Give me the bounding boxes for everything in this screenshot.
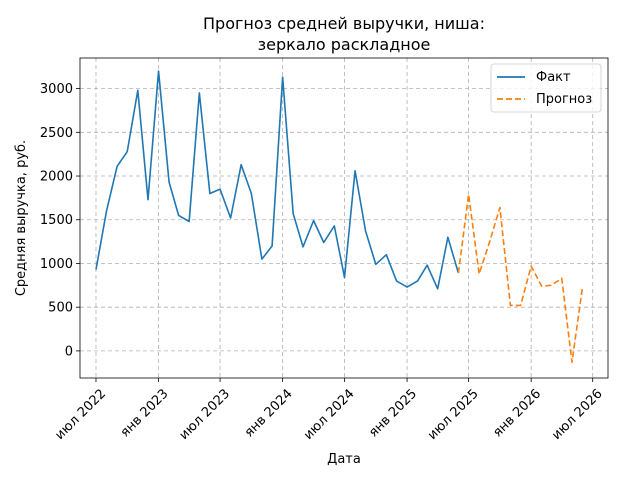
y-tick-label: 1000 — [40, 257, 73, 272]
y-tick-label: 500 — [48, 301, 73, 316]
y-tick-label: 0 — [65, 344, 73, 359]
x-axis-label: Дата — [327, 452, 361, 467]
chart-title-line-2: зеркало раскладное — [258, 35, 431, 54]
legend: Факт Прогноз — [490, 63, 602, 113]
chart-title-line-1: Прогноз средней выручки, ниша: — [203, 14, 485, 33]
y-tick-label: 2500 — [40, 126, 73, 141]
y-tick-label: 2000 — [40, 170, 73, 185]
series-line-forecast — [457, 193, 584, 364]
series-line-fact — [95, 70, 460, 290]
y-tick-label: 1500 — [40, 213, 73, 228]
plot-area-frame — [79, 57, 609, 379]
legend-label-forecast: Прогноз — [536, 92, 592, 107]
grid — [80, 58, 608, 378]
legend-box — [490, 63, 602, 113]
y-tick-label: 3000 — [40, 82, 73, 97]
y-axis-label: Средняя выручка, руб. — [14, 140, 29, 296]
y-axis-ticks: 0 500 1000 1500 2000 2500 3000 — [40, 82, 80, 359]
series-lines — [95, 70, 584, 364]
legend-label-fact: Факт — [536, 70, 571, 85]
